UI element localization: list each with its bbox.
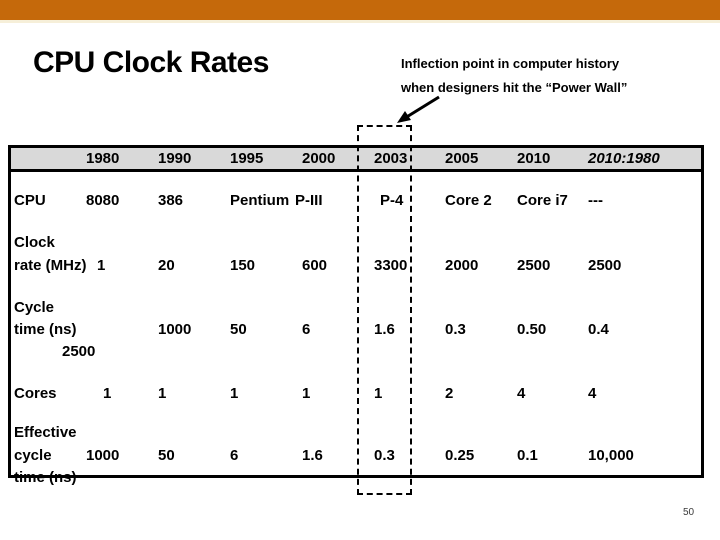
cell-cpu-ratio: --- [588,192,603,209]
cell-clock-2010: 2500 [517,257,551,274]
cell-cores-1980: 1 [103,385,112,402]
cell-cores-1995: 1 [230,385,239,402]
cell-effective-2003: 0.3 [374,447,395,464]
header-year-1990: 1990 [158,150,192,167]
cell-cpu-1990: 386 [158,192,184,209]
cell-cycle-1990: 1000 [158,321,192,338]
top-accent-bar [0,0,720,20]
cell-effective-1980: 1000 [86,447,120,464]
header-year-1995: 1995 [230,150,264,167]
header-year-2000: 2000 [302,150,336,167]
header-year-2005: 2005 [445,150,479,167]
cell-effective-1995: 6 [230,447,239,464]
cell-cores-2010: 4 [517,385,526,402]
cell-effective-2000: 1.6 [302,447,323,464]
inflection-arrow-icon [397,95,440,123]
cell-effective-1990: 50 [158,447,175,464]
cell-cores-ratio: 4 [588,385,597,402]
cell-cycle-2005: 0.3 [445,321,466,338]
cell-clock-2005: 2000 [445,257,479,274]
cell-cores-2005: 2 [445,385,454,402]
cell-cores-2003: 1 [374,385,383,402]
cell-cpu-2003: P-4 [380,192,404,209]
header-year-2003: 2003 [374,150,408,167]
annotation-line-2: when designers hit the “Power Wall” [401,80,628,95]
row-label-effective-line3: time (ns) [14,469,77,486]
data-table [8,145,704,478]
cell-cycle-2010: 0.50 [517,321,547,338]
page-number: 50 [683,507,695,518]
cell-cpu-2005: Core 2 [445,192,492,209]
cell-cpu-1995: Pentium [230,192,290,209]
cell-cpu-2010: Core i7 [517,192,568,209]
table-header-band [11,148,701,172]
row-label-cpu: CPU [14,192,46,209]
cell-clock-ratio: 2500 [588,257,622,274]
highlight-2003-column-box [357,125,412,495]
row-label-effective-line2: cycle [14,447,52,464]
cell-clock-2003: 3300 [374,257,408,274]
cell-clock-2000: 600 [302,257,328,274]
annotation-line-1: Inflection point in computer history [401,56,620,71]
cell-cycle-2000: 6 [302,321,311,338]
page-title: CPU Clock Rates [33,46,269,79]
cell-cpu-1980: 8080 [86,192,120,209]
cell-cycle-2003: 1.6 [374,321,395,338]
top-accent-bar-edge [0,20,720,23]
row-label-clock-line1: Clock [14,234,55,251]
power-wall-annotation: Inflection point in computer history whe… [401,52,627,100]
cell-cores-2000: 1 [302,385,311,402]
cell-effective-2005: 0.25 [445,447,475,464]
cell-cores-1990: 1 [158,385,167,402]
cell-effective-2010: 0.1 [517,447,538,464]
row-label-cycle-line1: Cycle [14,299,55,316]
cell-cycle-1995: 50 [230,321,247,338]
cell-effective-ratio: 10,000 [588,447,634,464]
header-year-2010: 2010 [517,150,551,167]
header-year-1980: 1980 [86,150,120,167]
row-label-cores: Cores [14,385,57,402]
cell-cycle-wrapped-value: 2500 [62,343,96,360]
cell-clock-1980: 1 [97,257,106,274]
cell-cpu-2000: P-III [295,192,323,209]
row-label-cycle-line2: time (ns) [14,321,77,338]
cell-clock-1990: 20 [158,257,175,274]
row-label-clock-line2: rate (MHz) [14,257,87,274]
header-ratio-2010-1980: 2010:1980 [588,150,660,167]
cell-cycle-ratio: 0.4 [588,321,609,338]
row-label-effective-line1: Effective [14,424,77,441]
cell-clock-1995: 150 [230,257,256,274]
